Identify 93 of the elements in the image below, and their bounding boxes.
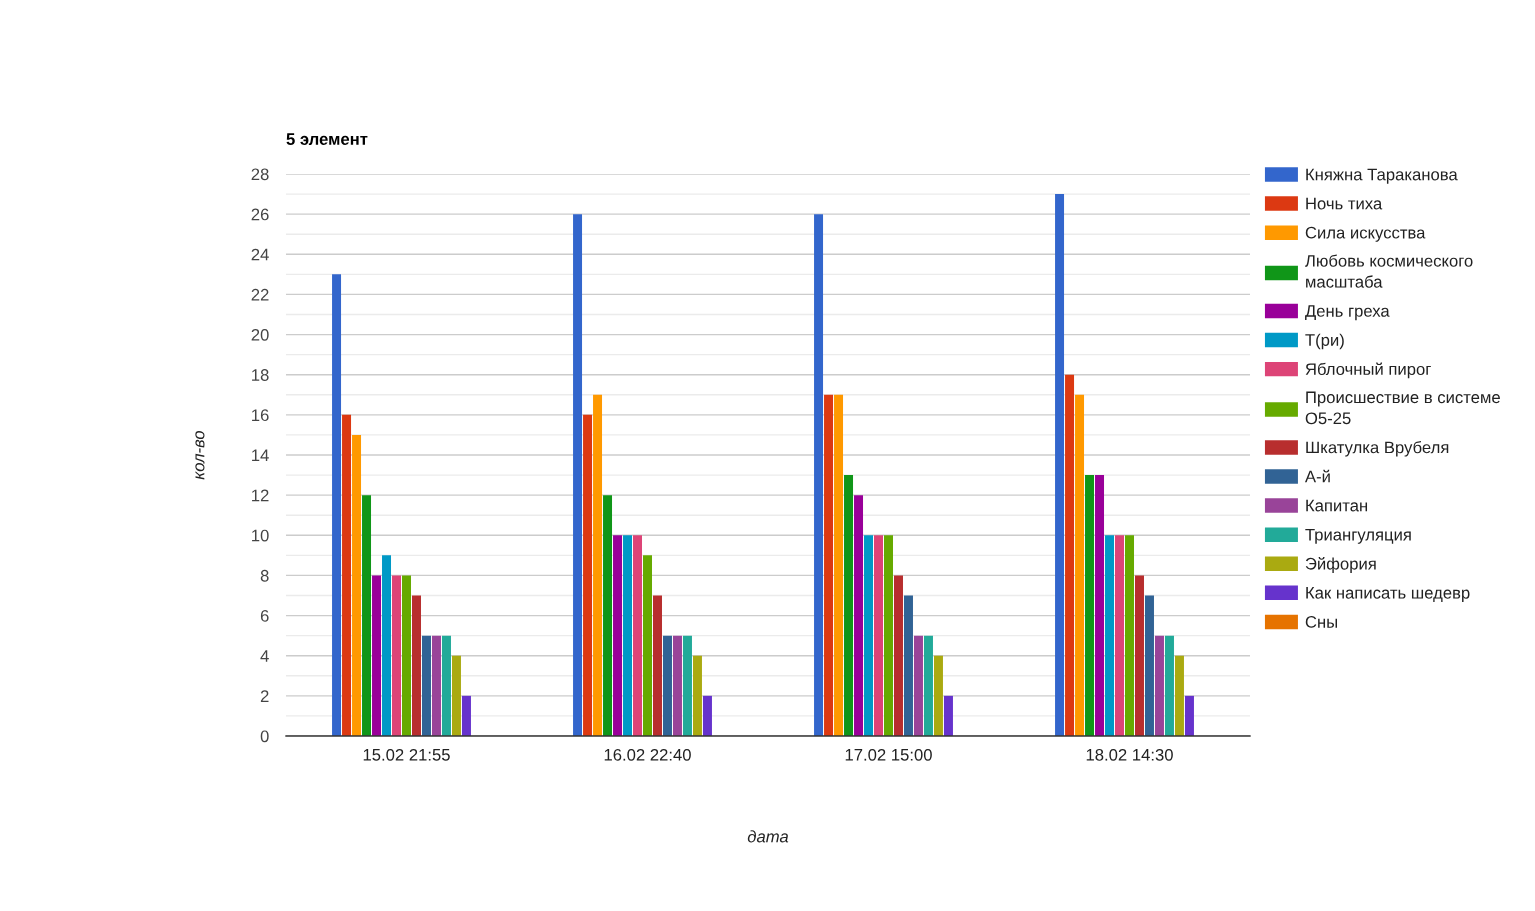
bar: [643, 555, 652, 736]
bar: [633, 535, 642, 736]
bar: [894, 575, 903, 736]
y-tick-label: 12: [252, 489, 269, 502]
y-tick-label: 2: [260, 690, 269, 702]
legend-label: Т(ри): [1305, 333, 1344, 350]
y-tick-label: 22: [251, 288, 269, 301]
bar: [682, 635, 692, 736]
bar: [814, 214, 824, 736]
bar: [1154, 635, 1164, 736]
bar: [342, 414, 352, 736]
bar: [1144, 595, 1154, 736]
bar: [1135, 575, 1144, 736]
bar: [824, 394, 834, 736]
bar: [583, 414, 593, 736]
legend-label: А-й: [1304, 469, 1330, 483]
bar: [702, 695, 712, 736]
x-axis-title: дата: [747, 830, 789, 843]
y-tick-label: 26: [251, 208, 269, 221]
bar: [903, 595, 913, 736]
legend-label: Как написать шедевр: [1306, 587, 1470, 603]
y-tick-label: 6: [260, 609, 269, 622]
bar: [834, 394, 844, 736]
y-tick-label: 24: [251, 248, 269, 261]
bar: [672, 635, 682, 736]
y-tick-label: 18: [252, 369, 269, 381]
bar: [1055, 194, 1065, 736]
bar: [451, 655, 461, 736]
bar: [461, 695, 471, 736]
legend-label: Ночь тиха: [1306, 197, 1383, 210]
bar: [933, 655, 943, 736]
legend-label: Сны: [1305, 616, 1338, 628]
bar: [332, 274, 342, 736]
chart-title: 5 элемент: [286, 133, 368, 145]
bar: [1075, 394, 1085, 736]
bar: [692, 655, 702, 736]
x-tick-label: 15.02 21:55: [363, 748, 450, 761]
legend-label: День греха: [1305, 305, 1390, 321]
bar: [1184, 695, 1194, 736]
bar: [441, 635, 451, 736]
bar: [613, 535, 623, 736]
bar: [1085, 475, 1095, 736]
bar: [662, 635, 672, 736]
legend-label: Шкатулка Врубеля: [1306, 440, 1449, 457]
legend-label: Любовь космического масштаба: [1305, 254, 1473, 288]
bar: [1095, 475, 1105, 736]
bar: [1164, 635, 1174, 736]
y-axis-title: кол-во: [195, 430, 205, 480]
legend-label: Княжна Тараканова: [1306, 168, 1458, 184]
bar: [352, 434, 362, 736]
y-tick-label: 14: [252, 449, 269, 462]
legend-label: Яблочный пирог: [1305, 362, 1431, 379]
x-tick-label: 16.02 22:40: [604, 748, 691, 761]
bar: [362, 495, 372, 736]
legend-label: Капитан: [1306, 499, 1368, 512]
legend-label: Происшествие в системе О5-25: [1305, 391, 1500, 425]
bar: [412, 595, 421, 736]
y-tick-label: 28: [251, 168, 269, 181]
bar: [421, 635, 431, 736]
y-tick-label: 8: [260, 569, 269, 582]
legend-label: Триангуляция: [1305, 528, 1411, 544]
bar: [1105, 535, 1115, 736]
bar: [593, 394, 603, 736]
bar: [854, 495, 864, 736]
legend-label: Сила искусства: [1305, 226, 1426, 242]
bar: [402, 575, 411, 736]
y-tick-label: 4: [260, 650, 269, 662]
x-tick-label: 17.02 15:00: [845, 748, 932, 761]
bar: [392, 575, 401, 736]
bar: [913, 635, 923, 736]
y-tick-label: 20: [251, 328, 269, 341]
bar: [884, 535, 893, 736]
bar: [382, 555, 392, 736]
y-tick-label: 0: [260, 730, 269, 743]
bar: [372, 575, 382, 736]
x-tick-label: 18.02 14:30: [1086, 748, 1173, 761]
bar: [864, 535, 874, 736]
y-tick-label: 16: [252, 409, 269, 422]
bar: [1125, 535, 1134, 736]
bar: [844, 475, 854, 736]
bar: [623, 535, 633, 736]
bar: [603, 495, 613, 736]
bar: [653, 595, 662, 736]
bar: [943, 695, 953, 736]
bar: [874, 535, 883, 736]
bar: [431, 635, 441, 736]
bar: [573, 214, 583, 736]
bar: [923, 635, 933, 736]
y-tick-label: 10: [252, 529, 269, 542]
bar: [1065, 374, 1075, 736]
bar: [1174, 655, 1184, 736]
bar: [1115, 535, 1124, 736]
legend-label: Эйфория: [1305, 557, 1376, 573]
